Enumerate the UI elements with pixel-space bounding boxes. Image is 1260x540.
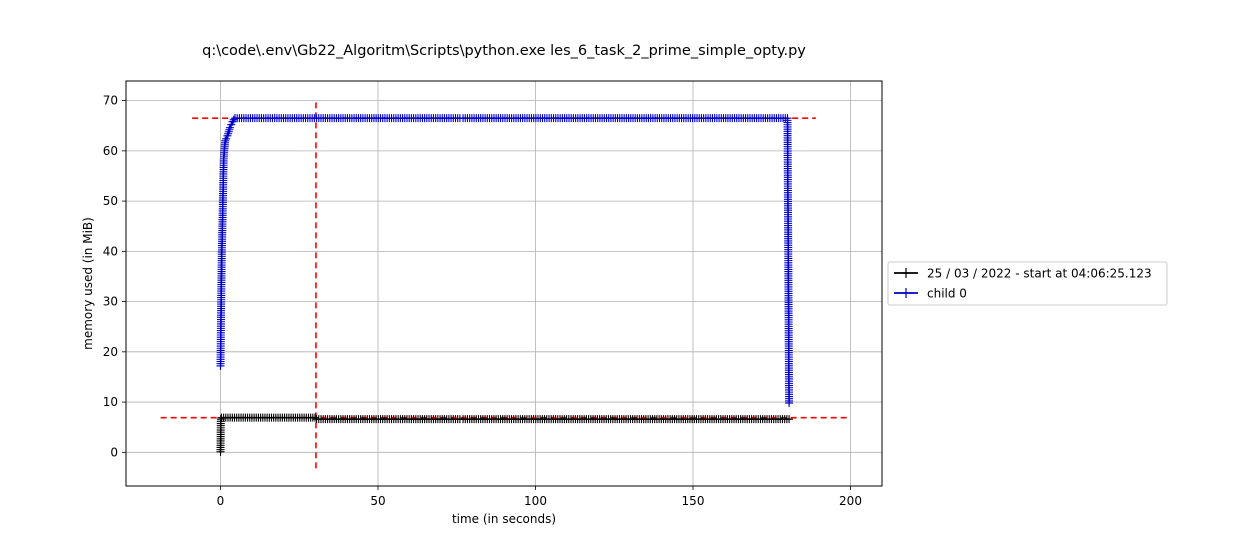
legend-label-0: 25 / 03 / 2022 - start at 04:06:25.123	[927, 267, 1152, 281]
y-tick-label: 40	[103, 244, 118, 258]
series-1	[216, 114, 794, 408]
series-0	[216, 413, 794, 456]
y-tick-label: 70	[103, 94, 118, 108]
reference-lines	[160, 101, 851, 469]
x-tick-label: 100	[524, 494, 547, 508]
legend-entry-0: 25 / 03 / 2022 - start at 04:06:25.123	[894, 267, 1152, 281]
x-axis-label: time (in seconds)	[452, 512, 556, 526]
data-point	[785, 399, 794, 408]
ticks: 0 50 100 150 200 0 10 20 30 40 50 60 70	[103, 94, 862, 508]
chart-title: q:\code\.env\Gb22_Algoritm\Scripts\pytho…	[202, 43, 806, 59]
y-tick-label: 30	[103, 295, 118, 309]
y-tick-label: 20	[103, 345, 118, 359]
series-layer	[216, 114, 794, 456]
x-tick-label: 200	[839, 494, 862, 508]
legend: 25 / 03 / 2022 - start at 04:06:25.123 c…	[887, 261, 1168, 306]
series-line-1	[219, 117, 790, 404]
data-point	[785, 415, 794, 424]
y-axis-label: memory used (in MiB)	[81, 217, 95, 350]
data-point	[311, 413, 319, 422]
legend-frame	[887, 261, 1168, 306]
data-point	[229, 115, 238, 124]
data-point	[225, 125, 234, 134]
y-tick-label: 60	[103, 144, 118, 158]
data-point	[224, 129, 233, 138]
y-tick-label: 0	[110, 445, 118, 459]
data-point	[223, 131, 232, 140]
y-tick-label: 50	[103, 194, 118, 208]
data-point	[224, 127, 233, 136]
x-tick-label: 150	[682, 494, 705, 508]
x-tick-label: 50	[370, 494, 385, 508]
plot-frame	[125, 80, 883, 487]
y-tick-label: 10	[103, 395, 118, 409]
x-tick-label: 0	[217, 494, 225, 508]
data-point	[221, 136, 230, 145]
legend-entry-1: child 0	[894, 287, 967, 301]
grid	[126, 81, 882, 486]
legend-label-1: child 0	[927, 287, 967, 301]
